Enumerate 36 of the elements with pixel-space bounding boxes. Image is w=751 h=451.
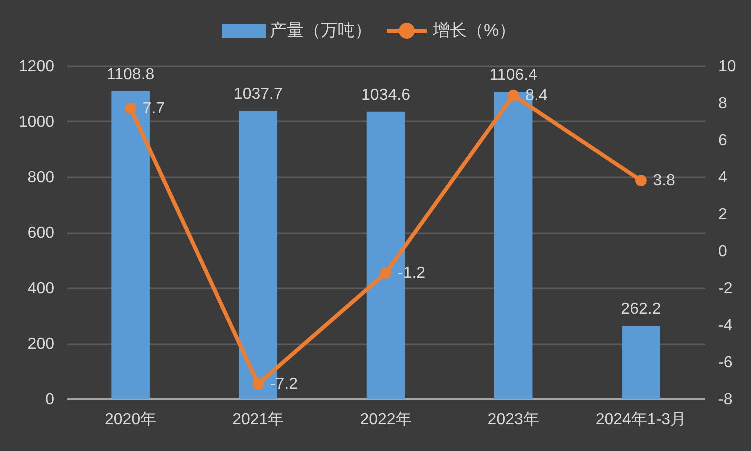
point: [508, 90, 520, 102]
point: [380, 268, 392, 279]
y2-tick-label: 0: [718, 244, 728, 260]
point: [252, 378, 264, 390]
x-tick-label: 2023年: [488, 412, 540, 428]
point: [125, 102, 136, 114]
x-tick-label: 2021年: [232, 412, 284, 428]
y2-tick-label: 2: [718, 206, 728, 224]
y2-tick-label: 4: [718, 170, 728, 186]
y2-tick-label: -2: [718, 280, 733, 298]
y-tick-label: 1200: [18, 58, 55, 76]
point: [636, 175, 647, 186]
y-tick-label: 1000: [18, 114, 55, 131]
legend-label: 增长（%）: [432, 21, 516, 40]
y2-tick-label: 8: [718, 96, 728, 112]
data-label: 1106.4: [490, 66, 538, 84]
x-tick-label: 2020年: [105, 412, 157, 428]
y2-tick-label: 6: [718, 132, 728, 150]
y-tick-label: 200: [28, 336, 55, 353]
y2-tick-label: 10: [718, 58, 736, 76]
bar: [622, 326, 660, 399]
x-tick-label: 2024年1-3月: [596, 412, 687, 428]
y2-tick-label: -8: [718, 392, 733, 408]
data-label: 1034.6: [362, 86, 411, 104]
x-tick-label: 2022年: [360, 412, 412, 428]
legend-label: 产量（万吨）: [270, 21, 372, 40]
data-label: 262.2: [621, 301, 662, 318]
y-tick-label: 0: [46, 392, 55, 408]
data-label: 1037.7: [234, 86, 283, 104]
y-tick-label: 600: [28, 225, 55, 242]
y-tick-label: 800: [28, 170, 55, 186]
y2-tick-label: -6: [718, 354, 733, 372]
data-label: 1108.8: [106, 66, 155, 84]
y-tick-label: 400: [28, 280, 55, 298]
data-label: 3.8: [653, 172, 676, 190]
y2-tick-label: -4: [718, 318, 733, 334]
